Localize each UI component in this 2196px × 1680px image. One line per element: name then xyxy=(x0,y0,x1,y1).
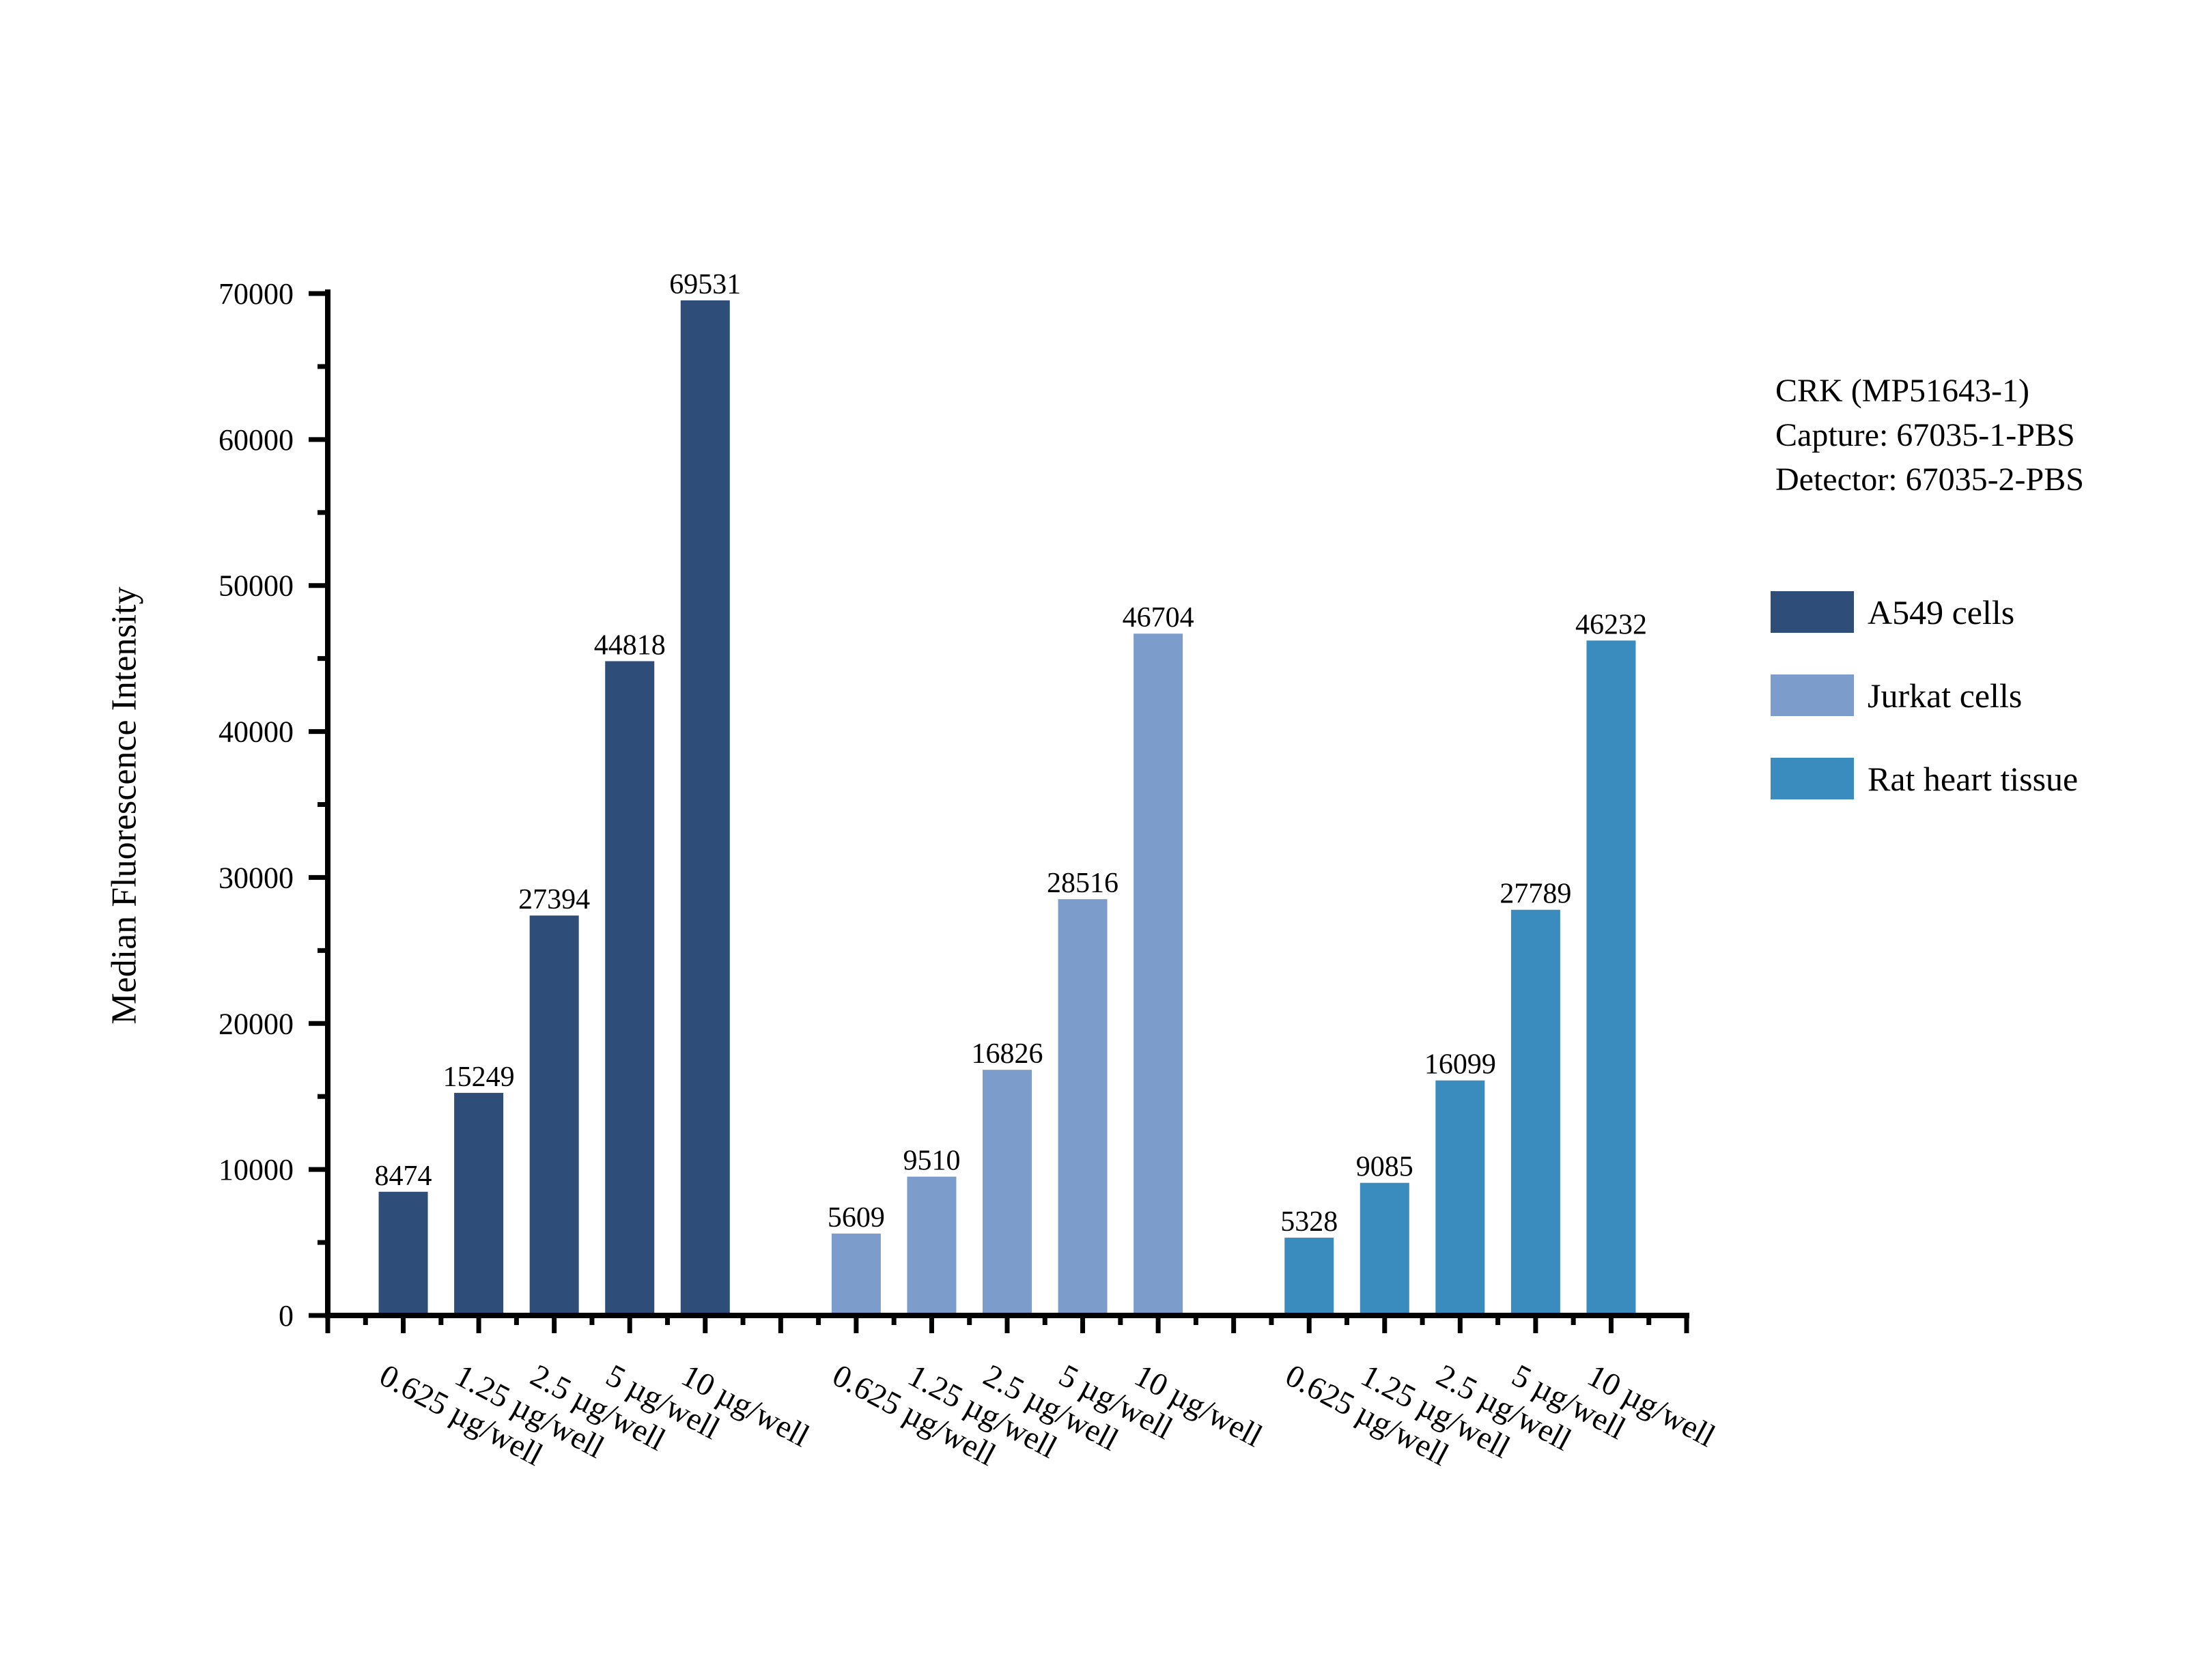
bar-value-label: 28516 xyxy=(1047,868,1118,899)
bar xyxy=(1058,899,1108,1315)
annotation-block: CRK (MP51643-1) Capture: 67035-1-PBS Det… xyxy=(1775,369,2084,502)
bar xyxy=(907,1176,957,1315)
bar xyxy=(454,1092,504,1315)
legend-swatch xyxy=(1771,758,1854,799)
legend-swatch xyxy=(1771,591,1854,633)
bar-value-label: 27394 xyxy=(518,884,590,915)
bar xyxy=(378,1191,428,1315)
bar-value-label: 16826 xyxy=(972,1038,1043,1070)
bar-value-label: 15249 xyxy=(443,1062,515,1093)
bar xyxy=(529,915,579,1315)
bar-value-label: 5609 xyxy=(828,1202,885,1234)
bar xyxy=(605,661,655,1315)
y-tick-label: 60000 xyxy=(219,423,294,457)
annotation-line: Capture: 67035-1-PBS xyxy=(1775,417,2075,453)
legend-item: Jurkat cells xyxy=(1771,674,2078,716)
y-axis-title: Median Fluorescence Intensity xyxy=(104,586,144,1025)
y-tick-label: 20000 xyxy=(219,1007,294,1040)
y-tick-label: 40000 xyxy=(219,715,294,749)
bar xyxy=(1360,1182,1409,1315)
bar-value-label: 9510 xyxy=(903,1145,960,1177)
annotation-line: Detector: 67035-2-PBS xyxy=(1775,461,2084,498)
bar-value-label: 9085 xyxy=(1356,1152,1413,1183)
y-tick-label: 0 xyxy=(279,1299,294,1333)
bar-value-label: 46232 xyxy=(1575,609,1647,640)
legend-label: A549 cells xyxy=(1868,593,2015,631)
bar-value-label: 16099 xyxy=(1424,1049,1496,1081)
y-tick-label: 10000 xyxy=(219,1153,294,1186)
bar xyxy=(1435,1080,1485,1315)
bar xyxy=(1284,1238,1334,1315)
bar-value-label: 46704 xyxy=(1123,602,1194,633)
y-tick-label: 70000 xyxy=(219,277,294,311)
bar xyxy=(1510,909,1560,1315)
bar xyxy=(680,300,730,1315)
bar-value-label: 44818 xyxy=(594,630,666,661)
y-tick-label: 50000 xyxy=(219,569,294,603)
bar-value-label: 69531 xyxy=(669,269,741,300)
bar xyxy=(1586,640,1636,1315)
legend: A549 cells Jurkat cells Rat heart tissue xyxy=(1771,591,2078,841)
bar-value-label: 8474 xyxy=(375,1161,432,1192)
legend-swatch xyxy=(1771,674,1854,716)
bar xyxy=(1134,633,1183,1315)
legend-item: Rat heart tissue xyxy=(1771,758,2078,799)
annotation-line: CRK (MP51643-1) xyxy=(1775,373,2030,409)
bar xyxy=(831,1234,881,1315)
legend-item: A549 cells xyxy=(1771,591,2078,633)
bar-value-label: 27789 xyxy=(1500,879,1571,910)
y-tick-label: 30000 xyxy=(219,861,294,894)
bar xyxy=(983,1070,1032,1315)
bar-value-label: 5328 xyxy=(1280,1206,1338,1238)
legend-label: Rat heart tissue xyxy=(1868,759,2079,798)
legend-label: Jurkat cells xyxy=(1868,676,2023,715)
